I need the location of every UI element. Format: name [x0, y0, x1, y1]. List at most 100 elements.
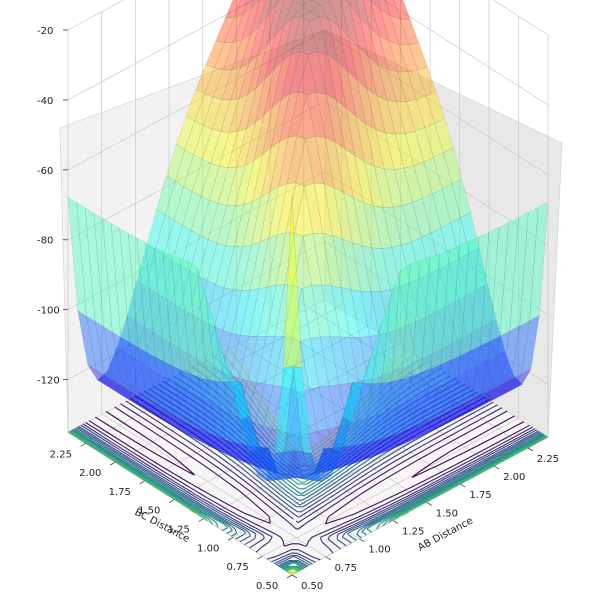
- surface-patch: [388, 41, 408, 73]
- surface-patch: [503, 374, 523, 390]
- surface-patch: [107, 347, 127, 377]
- surface-patch: [161, 302, 181, 344]
- surface-patch: [408, 319, 428, 362]
- surface-patch: [429, 268, 449, 311]
- surface-patch: [359, 336, 379, 381]
- surface-patch: [326, 457, 346, 470]
- contour-line: [71, 383, 545, 570]
- surface-patch: [380, 9, 400, 45]
- surface-patch: [313, 182, 333, 236]
- surface-patch: [251, 0, 260, 9]
- x-tick: [460, 483, 466, 488]
- surface-patch: [283, 0, 303, 26]
- surface-patch: [369, 27, 389, 70]
- surface-patch: [347, 421, 367, 452]
- surface-patch: [277, 471, 296, 480]
- surface-patch: [120, 336, 140, 397]
- surface-patch: [258, 234, 278, 290]
- surface-patch: [167, 384, 187, 414]
- surface-patch: [147, 401, 167, 423]
- surface-patch: [428, 310, 448, 352]
- surface-patch: [449, 258, 469, 301]
- surface-patch: [420, 232, 440, 275]
- y-tick-label: 0.50: [256, 581, 278, 592]
- surface-patch: [385, 434, 405, 449]
- surface-patch: [320, 336, 340, 387]
- surface-patch: [238, 335, 258, 381]
- surface-patch: [422, 193, 442, 234]
- surface-patch: [113, 380, 133, 402]
- surface-patch: [151, 337, 171, 375]
- surface-patch: [242, 444, 262, 469]
- surface-patch: [460, 212, 480, 254]
- surface-patch: [355, 0, 370, 29]
- surface-patch: [221, 333, 241, 376]
- surface-patch: [260, 459, 281, 472]
- surface-patch: [440, 245, 460, 365]
- surface-patch: [372, 381, 392, 442]
- surface-patch: [347, 0, 360, 18]
- surface-patch: [204, 326, 224, 369]
- surface-patch: [200, 433, 220, 447]
- surface-patch: [222, 355, 243, 388]
- surface-patch: [348, 35, 368, 90]
- surface-patch: [165, 411, 184, 433]
- surface-patch: [271, 54, 292, 108]
- surface-patch: [188, 275, 208, 319]
- x-tick: [392, 520, 399, 524]
- surface-patch: [446, 340, 466, 378]
- surface-patch: [329, 336, 349, 385]
- surface-patch: [181, 420, 202, 443]
- surface-patch: [176, 389, 196, 419]
- surface-patch: [162, 260, 182, 303]
- contour-line: [80, 397, 538, 563]
- surface-patch: [112, 331, 132, 392]
- surface-patch: [294, 185, 314, 237]
- contour-line: [70, 380, 546, 570]
- surface-patch: [222, 39, 242, 71]
- grid-line-y: [114, 0, 372, 463]
- surface-patch: [233, 442, 253, 466]
- grid-line-y: [144, 0, 401, 482]
- surface-patch: [424, 123, 444, 158]
- surface-patch: [434, 411, 454, 426]
- surface-patch: [396, 101, 416, 134]
- surface-patch: [291, 5, 311, 19]
- surface-patch: [268, 183, 288, 239]
- surface-patch: [424, 416, 444, 431]
- surface-patch: [337, 61, 357, 118]
- z-tick-label: -80: [37, 236, 53, 247]
- surface-patch: [84, 207, 104, 328]
- surface-patch: [129, 342, 149, 403]
- surface-patch: [198, 376, 218, 438]
- surface-patch: [338, 383, 358, 425]
- surface-patch: [318, 16, 338, 63]
- surface-patch: [164, 180, 184, 221]
- surface-patch: [355, 447, 375, 460]
- surface-patch: [136, 237, 156, 358]
- surface-patch: [281, 338, 301, 390]
- surface-patch: [402, 372, 422, 432]
- contour-line: [75, 390, 542, 567]
- contour-line: [72, 385, 544, 569]
- surface-patch: [93, 212, 113, 333]
- surface-patch: [192, 159, 212, 197]
- surface-patch: [470, 231, 490, 352]
- surface-patch: [124, 357, 144, 388]
- surface-patch: [114, 381, 134, 397]
- surface-patch: [242, 196, 262, 247]
- surface-patch: [418, 315, 438, 357]
- surface-patch: [322, 449, 342, 477]
- surface-patch: [333, 187, 353, 244]
- surface-patch: [278, 465, 298, 476]
- surface-patch: [263, 60, 283, 117]
- surface-patch: [116, 315, 136, 354]
- surface-patch: [227, 416, 247, 447]
- surface-patch: [317, 428, 337, 462]
- surface-patch: [285, 449, 305, 480]
- y-tick: [168, 499, 175, 504]
- surface-patch: [214, 42, 234, 71]
- surface-patch: [214, 324, 234, 383]
- z-tick-label: -60: [37, 166, 53, 177]
- surface-patch: [190, 195, 210, 236]
